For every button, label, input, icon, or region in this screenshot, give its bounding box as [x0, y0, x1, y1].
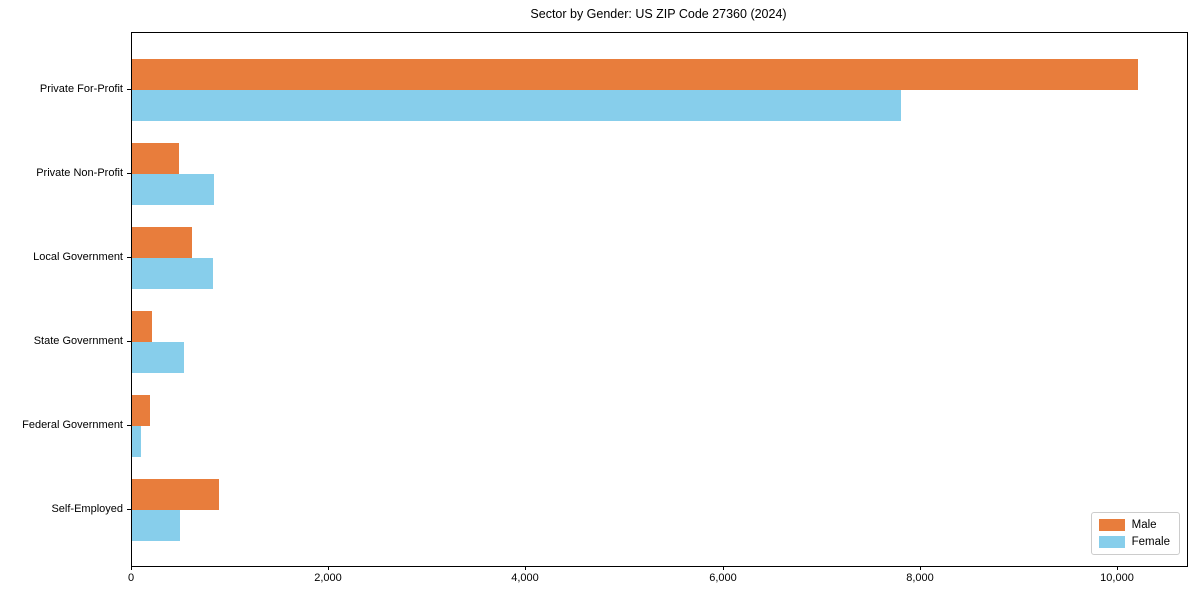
- bar-male-private-non-profit: [132, 143, 179, 174]
- plot-area: Male Female: [131, 32, 1188, 567]
- legend-label-female: Female: [1131, 536, 1170, 548]
- chart-title: Sector by Gender: US ZIP Code 27360 (202…: [530, 7, 787, 21]
- x-tick-label-4000: 4,000: [511, 572, 539, 584]
- y-tick-private-for-profit: [127, 89, 131, 90]
- bar-male-self-employed: [132, 479, 219, 510]
- x-tick-0: [131, 566, 132, 570]
- bar-female-state-government: [132, 342, 184, 373]
- y-tick-federal-government: [127, 425, 131, 426]
- y-label-federal-government: Federal Government: [22, 419, 123, 431]
- y-label-state-government: State Government: [33, 335, 123, 347]
- x-tick-4000: [525, 566, 526, 570]
- x-tick-label-2000: 2,000: [314, 572, 342, 584]
- y-label-private-for-profit: Private For-Profit: [39, 83, 123, 95]
- bar-female-local-government: [132, 258, 213, 289]
- legend-swatch-female: [1098, 536, 1125, 548]
- bar-female-self-employed: [132, 510, 180, 541]
- x-tick-label-0: 0: [127, 572, 135, 584]
- y-label-private-non-profit: Private Non-Profit: [36, 167, 123, 179]
- x-tick-2000: [328, 566, 329, 570]
- y-tick-self-employed: [127, 509, 131, 510]
- bar-male-local-government: [132, 227, 192, 258]
- x-tick-label-10000: 10,000: [1100, 572, 1134, 584]
- bar-female-private-non-profit: [132, 174, 214, 205]
- legend-item-female: Female: [1098, 536, 1170, 548]
- y-tick-local-government: [127, 257, 131, 258]
- bar-male-state-government: [132, 311, 152, 342]
- y-tick-private-non-profit: [127, 173, 131, 174]
- x-tick-label-6000: 6,000: [709, 572, 737, 584]
- y-label-local-government: Local Government: [33, 251, 123, 263]
- x-tick-6000: [723, 566, 724, 570]
- bar-male-federal-government: [132, 395, 150, 426]
- bar-female-private-for-profit: [132, 90, 901, 121]
- legend-swatch-male: [1098, 519, 1125, 531]
- x-tick-10000: [1117, 566, 1118, 570]
- y-label-self-employed: Self-Employed: [51, 503, 123, 515]
- bar-male-private-for-profit: [132, 59, 1138, 90]
- legend-label-male: Male: [1131, 519, 1157, 531]
- legend: Male Female: [1090, 512, 1180, 555]
- legend-item-male: Male: [1098, 519, 1170, 531]
- x-tick-8000: [920, 566, 921, 570]
- x-tick-label-8000: 8,000: [906, 572, 934, 584]
- y-tick-state-government: [127, 341, 131, 342]
- bar-female-federal-government: [132, 426, 141, 457]
